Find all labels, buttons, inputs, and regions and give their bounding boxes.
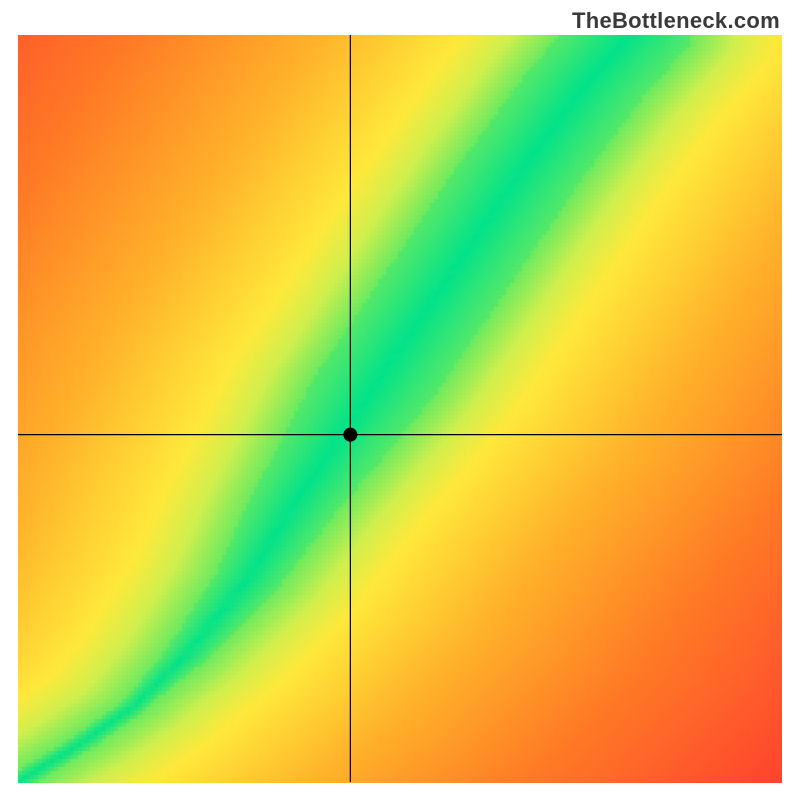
heatmap-cells [18, 35, 782, 783]
marker-dot [343, 428, 357, 442]
chart-container: TheBottleneck.com [0, 0, 800, 800]
heatmap-plot [0, 0, 800, 800]
watermark-text: TheBottleneck.com [572, 8, 780, 34]
